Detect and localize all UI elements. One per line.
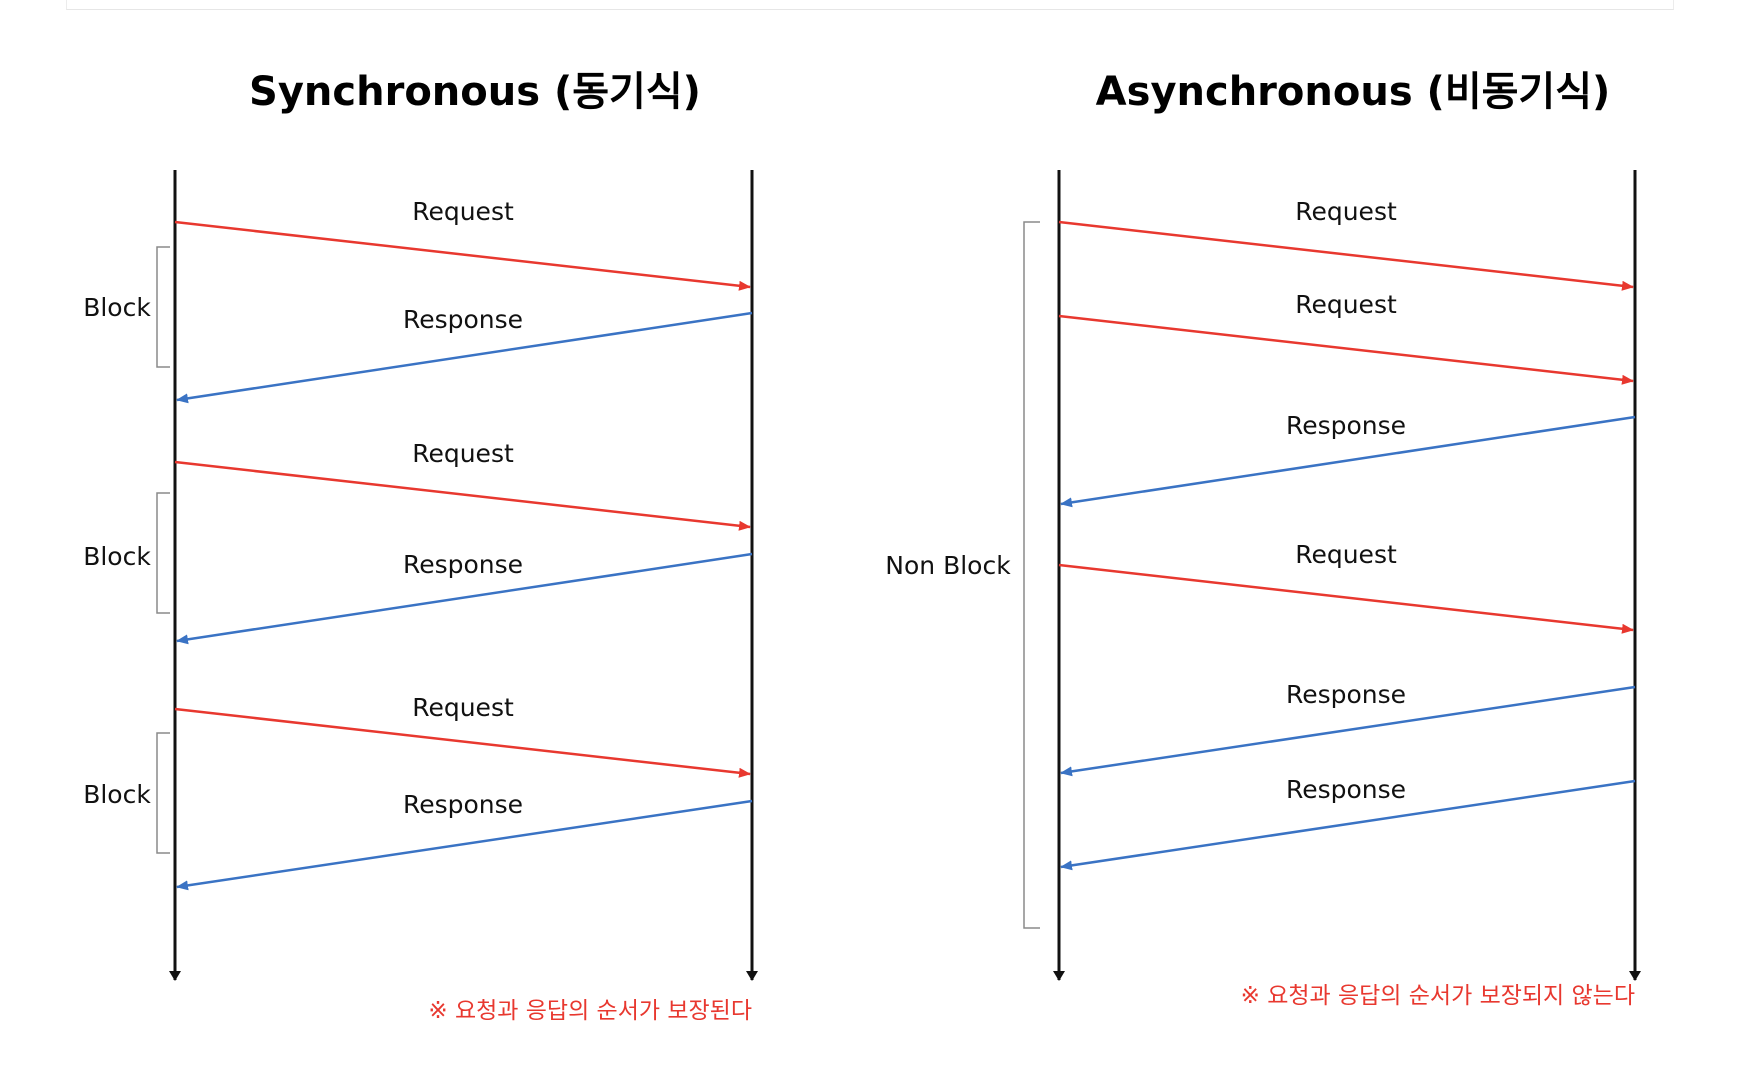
- sync-block-bracket: [156, 732, 170, 854]
- sync-request-label: Request: [412, 693, 514, 722]
- async-request-label: Request: [1295, 197, 1397, 226]
- sync-panel: Synchronous (동기식) Block Block Block Requ…: [83, 69, 758, 1024]
- async-response-arrow: [1060, 779, 1636, 871]
- sync-response-arrow: [176, 552, 753, 645]
- async-response-arrow: [1060, 685, 1636, 777]
- async-nonblock-label: Non Block: [885, 551, 1011, 580]
- async-request-arrow: [1058, 314, 1634, 385]
- async-panel: Asynchronous (비동기식) Non Block Request Re…: [885, 69, 1641, 1009]
- top-border: [66, 0, 1674, 10]
- sync-block-label: Block: [83, 780, 151, 809]
- async-order-note: ※ 요청과 응답의 순서가 보장되지 않는다: [1241, 983, 1635, 1009]
- sync-request-arrow: [174, 460, 751, 531]
- sync-response-label: Response: [403, 550, 523, 579]
- async-response-label: Response: [1286, 680, 1406, 709]
- async-nonblock-bracket: [1023, 221, 1040, 929]
- async-request-arrow: [1058, 563, 1634, 634]
- async-request-arrow: [1058, 220, 1634, 291]
- sync-response-arrow: [176, 311, 753, 404]
- sync-block-label: Block: [83, 542, 151, 571]
- sync-request-label: Request: [412, 439, 514, 468]
- sync-order-note: ※ 요청과 응답의 순서가 보장된다: [428, 998, 752, 1024]
- async-response-label: Response: [1286, 775, 1406, 804]
- sync-request-arrow: [174, 220, 751, 291]
- sync-response-label: Response: [403, 790, 523, 819]
- async-response-label: Response: [1286, 411, 1406, 440]
- sync-block-label: Block: [83, 293, 151, 322]
- sync-response-label: Response: [403, 305, 523, 334]
- sync-response-arrow: [176, 799, 753, 891]
- async-response-arrow: [1060, 415, 1636, 508]
- sync-block-bracket: [156, 492, 170, 614]
- async-title: Asynchronous (비동기식): [1096, 69, 1611, 115]
- sync-block-bracket: [156, 246, 170, 368]
- async-request-label: Request: [1295, 540, 1397, 569]
- sync-title: Synchronous (동기식): [249, 69, 701, 115]
- sync-request-arrow: [174, 707, 751, 778]
- async-request-label: Request: [1295, 290, 1397, 319]
- sync-request-label: Request: [412, 197, 514, 226]
